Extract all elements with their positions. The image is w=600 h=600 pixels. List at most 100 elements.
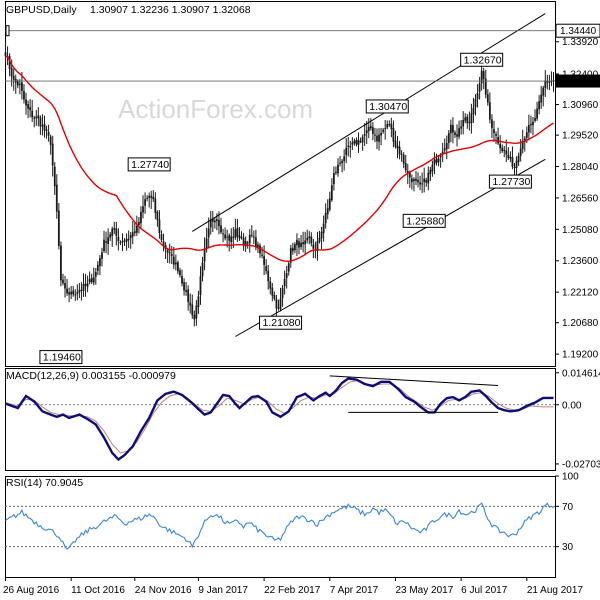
candle-body xyxy=(55,184,58,212)
candle-body xyxy=(68,292,71,295)
candle-body xyxy=(90,278,93,283)
candle-body xyxy=(189,302,192,306)
current-price-tag-label: 1.32068 xyxy=(560,77,597,88)
candle-body xyxy=(488,102,491,120)
channel-lower-line xyxy=(235,158,546,337)
candle-body xyxy=(92,277,95,283)
candle-body xyxy=(226,236,229,238)
candle-body xyxy=(265,266,268,272)
candle-body xyxy=(456,134,458,137)
candle-body xyxy=(277,307,280,309)
candle-body xyxy=(101,252,103,259)
candle-body xyxy=(548,81,551,83)
candle-body xyxy=(25,99,27,106)
candle-body xyxy=(470,113,473,124)
candle-body xyxy=(486,94,489,103)
candle-body xyxy=(51,143,54,166)
candle-body xyxy=(160,234,163,240)
panel-headers: GBPUSD,Daily 1.30907 1.32236 1.30907 1.3… xyxy=(6,4,251,489)
moving-average-line xyxy=(5,55,554,263)
price-y-tick-label: 1.26560 xyxy=(562,193,599,204)
candle-body xyxy=(429,169,432,174)
candle-body xyxy=(320,231,323,239)
candle-body xyxy=(458,128,460,137)
candle-body xyxy=(532,121,534,126)
axis-labels: 1.33920 1.32400 1.30960 1.29520 1.28040 1.265… xyxy=(3,37,600,596)
x-tick-label: 24 Nov 2016 xyxy=(135,585,192,596)
candle-body xyxy=(347,145,350,147)
candle-body xyxy=(203,248,206,262)
candle-body xyxy=(62,279,64,284)
candle-body xyxy=(339,162,341,164)
candle-body xyxy=(158,219,161,233)
candle-body xyxy=(105,241,107,243)
candle-body xyxy=(431,164,434,172)
candle-body xyxy=(218,220,220,227)
swing-price-label-box xyxy=(365,99,409,114)
candle-body xyxy=(156,211,159,220)
swing-price-label-text: 1.27730 xyxy=(492,176,530,188)
candle-body xyxy=(205,238,208,249)
candle-body xyxy=(174,262,177,265)
candle-body xyxy=(534,117,536,121)
candle-body xyxy=(328,198,331,210)
candle-body xyxy=(263,256,266,265)
candle-body xyxy=(398,146,401,155)
price-y-tick-label: 1.33920 xyxy=(562,37,599,48)
candle-body xyxy=(521,140,524,150)
swing-price-label-text: 1.21080 xyxy=(263,317,301,329)
candle-body xyxy=(72,290,75,295)
candle-body xyxy=(396,145,399,149)
candle-body xyxy=(447,132,450,143)
swing-price-label-box xyxy=(402,213,446,228)
price-y-tick-label: 1.28040 xyxy=(562,162,599,173)
candle-body xyxy=(228,235,231,241)
price-y-tick-label: 1.19200 xyxy=(562,350,599,361)
candle-body xyxy=(497,137,499,144)
candle-body xyxy=(493,129,495,134)
candle-body xyxy=(41,125,44,127)
rsi-panel-frame xyxy=(5,476,556,578)
candle-body xyxy=(462,119,465,127)
swing-price-label: 1.19460 xyxy=(39,350,83,365)
candle-body xyxy=(27,104,29,109)
candle-body xyxy=(343,156,346,162)
swing-price-label-box xyxy=(127,157,171,172)
candle-body xyxy=(82,284,85,291)
candle-body xyxy=(466,116,469,124)
candle-body xyxy=(472,107,475,115)
candle-body xyxy=(501,147,504,152)
candle-body xyxy=(530,123,532,126)
candle-body xyxy=(238,235,241,239)
candle-body xyxy=(419,182,421,185)
candle-body xyxy=(96,264,99,271)
watermark: ActionForex.com xyxy=(118,94,313,124)
candle-body xyxy=(181,276,183,284)
candle-body xyxy=(115,228,118,236)
left-edge-marker xyxy=(5,25,10,37)
candle-body xyxy=(121,240,124,243)
current-price-tag-bg xyxy=(556,74,600,88)
swing-price-label-text: 1.25880 xyxy=(406,215,444,227)
rsi-y-tick-label: 70 xyxy=(562,502,574,513)
candle-body xyxy=(296,239,298,246)
candle-body xyxy=(162,241,165,246)
candle-body xyxy=(421,183,424,185)
candle-body xyxy=(392,128,395,142)
price-annotations: 1.34440 1.32068 1.32670 1.30470 1.27740 1.277… xyxy=(5,13,600,365)
candle-body xyxy=(207,228,210,238)
candle-body xyxy=(298,241,300,248)
candle-body xyxy=(513,166,516,168)
candle-body xyxy=(127,238,130,241)
candle-body xyxy=(29,107,32,111)
candle-body xyxy=(365,130,368,134)
candle-body xyxy=(316,241,319,251)
candle-body xyxy=(425,179,428,183)
candle-body xyxy=(80,289,83,291)
candle-body xyxy=(269,281,272,289)
candle-body xyxy=(361,136,364,143)
candle-body xyxy=(353,140,356,144)
candle-body xyxy=(345,147,348,156)
candle-body xyxy=(35,116,38,119)
candle-body xyxy=(246,242,249,244)
